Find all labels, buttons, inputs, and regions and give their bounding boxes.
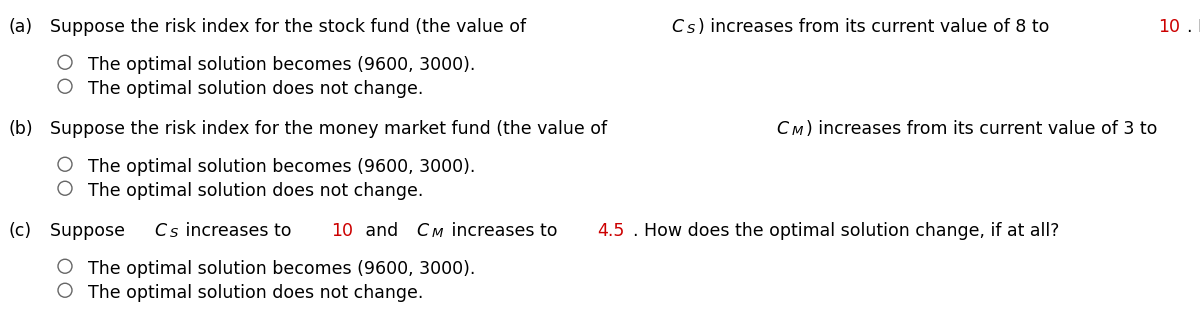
Text: increases to: increases to	[180, 222, 298, 240]
Text: and: and	[360, 222, 403, 240]
Text: . How does the optimal solution change, if at all?: . How does the optimal solution change, …	[1187, 18, 1200, 36]
Text: 4.5: 4.5	[598, 222, 625, 240]
Text: C: C	[776, 120, 788, 138]
Text: Suppose: Suppose	[50, 222, 131, 240]
Text: 10: 10	[331, 222, 353, 240]
Text: C: C	[154, 222, 166, 240]
Text: (b): (b)	[8, 120, 32, 138]
Text: ) increases from its current value of 3 to: ) increases from its current value of 3 …	[806, 120, 1163, 138]
Text: Suppose the risk index for the stock fund (the value of: Suppose the risk index for the stock fun…	[50, 18, 532, 36]
Text: increases to: increases to	[446, 222, 564, 240]
Text: S: S	[688, 23, 696, 36]
Text: The optimal solution does not change.: The optimal solution does not change.	[88, 284, 424, 302]
Text: (a): (a)	[8, 18, 32, 36]
Text: C: C	[672, 18, 684, 36]
Text: ) increases from its current value of 8 to: ) increases from its current value of 8 …	[698, 18, 1055, 36]
Text: 10: 10	[1158, 18, 1181, 36]
Text: The optimal solution becomes (9600, 3000).: The optimal solution becomes (9600, 3000…	[88, 56, 475, 74]
Text: The optimal solution does not change.: The optimal solution does not change.	[88, 182, 424, 200]
Text: M: M	[432, 227, 443, 240]
Text: (c): (c)	[8, 222, 31, 240]
Text: The optimal solution becomes (9600, 3000).: The optimal solution becomes (9600, 3000…	[88, 260, 475, 278]
Text: C: C	[416, 222, 428, 240]
Text: Suppose the risk index for the money market fund (the value of: Suppose the risk index for the money mar…	[50, 120, 613, 138]
Text: M: M	[792, 125, 803, 138]
Text: The optimal solution does not change.: The optimal solution does not change.	[88, 80, 424, 98]
Text: . How does the optimal solution change, if at all?: . How does the optimal solution change, …	[632, 222, 1060, 240]
Text: S: S	[169, 227, 178, 240]
Text: The optimal solution becomes (9600, 3000).: The optimal solution becomes (9600, 3000…	[88, 158, 475, 176]
